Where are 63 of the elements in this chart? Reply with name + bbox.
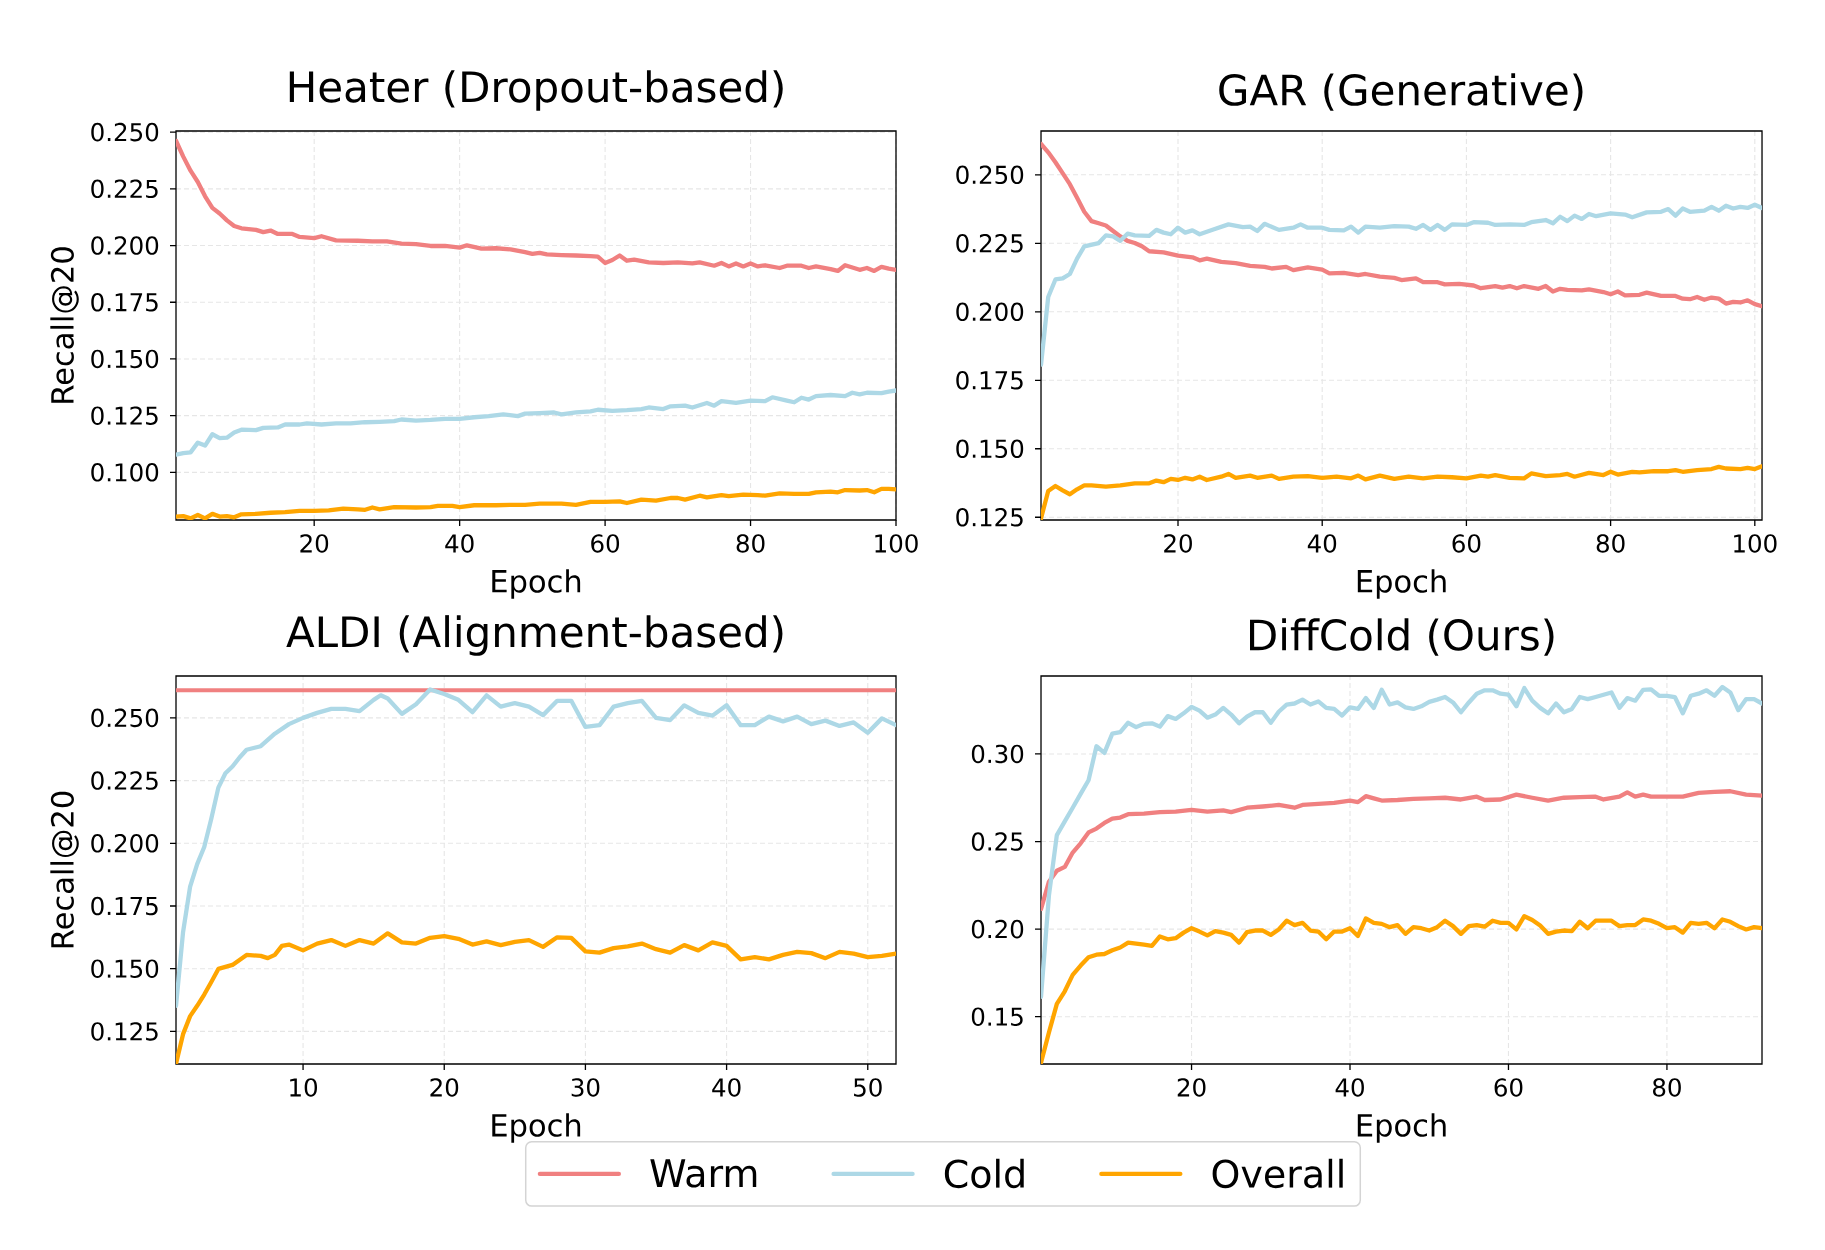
- y-tick-label: 0.150: [91, 349, 159, 369]
- x-tick-label: 100: [1734, 534, 1777, 553]
- y-tick-label: 0.225: [91, 771, 158, 790]
- line-series: [1041, 684, 1763, 1000]
- x-axis-title: Epoch: [492, 1113, 581, 1143]
- chart-title: Heater (Dropout-based): [289, 70, 783, 111]
- y-tick-label: 0.225: [956, 234, 1023, 253]
- y-tick-label: 0.175: [956, 371, 1023, 390]
- legend-label: Warm: [650, 1159, 757, 1188]
- y-tick-label: 0.200: [91, 236, 159, 255]
- line-series: [176, 486, 896, 520]
- legend-label: Cold: [944, 1158, 1024, 1189]
- y-tick-label: 0.125: [91, 406, 158, 425]
- legend-label: Overall: [1212, 1158, 1343, 1189]
- x-tick-label: 50: [854, 1078, 882, 1097]
- chart-title: GAR (Generative): [1219, 73, 1583, 111]
- y-tick-label: 0.250: [91, 122, 159, 142]
- y-tick-label: 0.200: [91, 834, 159, 853]
- x-tick-label: 20: [430, 1078, 459, 1097]
- x-tick-label: 40: [1307, 534, 1337, 553]
- y-axis-title: Recall@20: [50, 791, 79, 948]
- line-series: [176, 388, 896, 457]
- y-tick-label: 0.150: [956, 439, 1024, 459]
- x-axis-title: Epoch: [1357, 1113, 1446, 1143]
- y-tick-label: 0.15: [971, 1007, 1023, 1026]
- y-tick-label: 0.175: [91, 896, 158, 916]
- y-tick-label: 0.25: [971, 832, 1023, 851]
- x-axis-title: Epoch: [492, 569, 581, 599]
- y-tick-label: 0.30: [971, 744, 1024, 764]
- x-tick-label: 60: [1452, 534, 1481, 553]
- y-tick-label: 0.175: [91, 292, 158, 312]
- y-tick-label: 0.20: [971, 919, 1024, 939]
- y-tick-label: 0.125: [91, 1022, 158, 1041]
- x-tick-label: 20: [1164, 534, 1192, 553]
- x-tick-label: 80: [1653, 1078, 1681, 1097]
- x-axis-title: Epoch: [1357, 569, 1446, 599]
- x-tick-label: 100: [875, 534, 918, 553]
- x-tick-label: 80: [1596, 534, 1625, 553]
- chart-title: ALDI (Alignment-based): [286, 615, 783, 656]
- line-series: [1041, 141, 1763, 309]
- x-tick-label: 40: [445, 534, 474, 553]
- x-tick-label: 60: [591, 534, 620, 553]
- x-tick-label: 10: [290, 1078, 318, 1097]
- x-tick-label: 40: [712, 1078, 741, 1097]
- x-tick-label: 20: [300, 534, 329, 553]
- y-axis-title: Recall@20: [50, 247, 79, 403]
- y-tick-label: 0.125: [956, 507, 1023, 527]
- x-tick-label: 40: [1335, 1078, 1364, 1097]
- y-tick-label: 0.200: [956, 302, 1024, 322]
- line-series: [176, 138, 896, 274]
- y-tick-label: 0.150: [91, 959, 159, 978]
- y-tick-label: 0.250: [956, 165, 1024, 185]
- y-tick-label: 0.250: [91, 708, 159, 728]
- line-series: [1041, 464, 1763, 520]
- line-series: [176, 687, 897, 1008]
- chart-title: DiffCold (Ours): [1250, 618, 1554, 656]
- x-tick-label: 20: [1177, 1078, 1206, 1097]
- y-tick-label: 0.225: [91, 179, 158, 199]
- line-series: [176, 931, 897, 1064]
- x-tick-label: 60: [1494, 1078, 1523, 1097]
- x-tick-label: 80: [736, 534, 765, 553]
- x-tick-label: 30: [571, 1078, 600, 1097]
- y-tick-label: 0.100: [91, 463, 159, 482]
